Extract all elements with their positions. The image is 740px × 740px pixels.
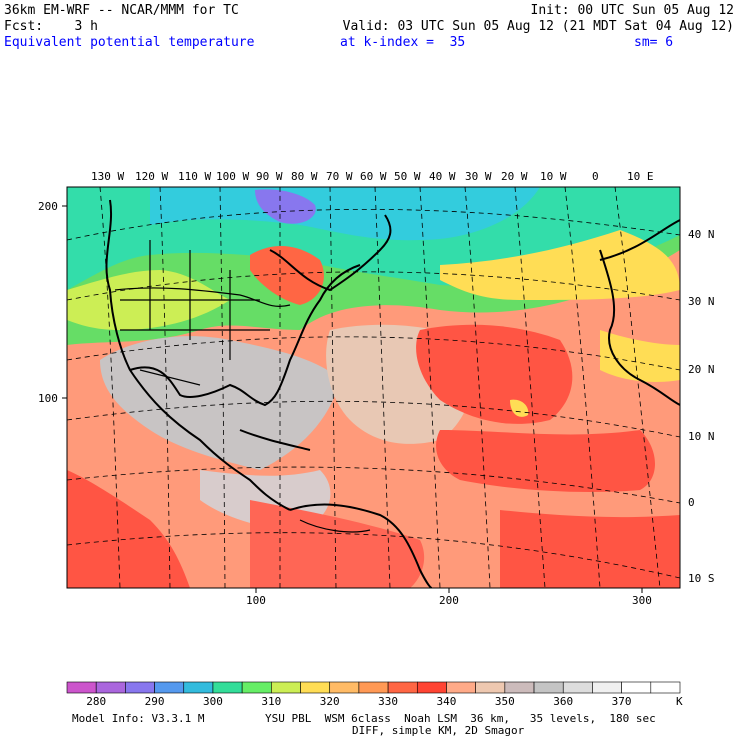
lat-label: 10 S <box>688 572 715 585</box>
colorbar <box>66 681 681 694</box>
smoothing-info: sm= 6 <box>634 35 674 50</box>
lon-label: 120 W <box>135 170 168 183</box>
colorbar-swatch <box>95 681 126 694</box>
model-info: Model Info: V3.3.1 M <box>72 712 205 725</box>
colorbar-swatch <box>592 681 622 694</box>
lon-label: 0 <box>592 170 599 183</box>
map-frame <box>66 186 681 589</box>
lon-label: 10 E <box>627 170 654 183</box>
lon-label: 50 W <box>394 170 421 183</box>
physics-info: YSU PBL WSM 6class Noah LSM 36 km, 35 le… <box>265 712 656 725</box>
theta-e-field <box>67 187 680 588</box>
lon-label: 10 W <box>540 170 567 183</box>
lon-label: 90 W <box>256 170 283 183</box>
latitude-labels: 40 N 30 N 20 N 10 N 0 10 S <box>688 228 715 585</box>
longitude-labels: 130 W 120 W 110 W 100 W 90 W 80 W 70 W 6… <box>91 170 654 183</box>
colorbar-swatch <box>241 681 272 694</box>
colorbar-swatch <box>504 681 535 694</box>
colorbar-tick-label: 280 <box>86 695 107 708</box>
field-name: Equivalent potential temperature <box>4 35 255 50</box>
colorbar-tick-label: 300 <box>203 695 223 708</box>
lon-label: 70 W <box>326 170 353 183</box>
colorbar-tick-label: 330 <box>378 695 399 708</box>
colorbar-swatch <box>154 681 185 694</box>
colorbar-swatch <box>621 681 652 694</box>
grid-x-label: 200 <box>439 594 459 607</box>
level-info: at k-index = 35 <box>340 35 466 50</box>
valid-time: Valid: 03 UTC Sun 05 Aug 12 (21 MDT Sat … <box>342 19 734 34</box>
colorbar-swatch <box>183 681 214 694</box>
colorbar-tick-label: 360 <box>553 695 574 708</box>
init-time: Init: 00 UTC Sun 05 Aug 12 <box>530 3 735 18</box>
colorbar-swatch <box>300 681 331 694</box>
lat-label: 30 N <box>688 295 715 308</box>
colorbar-swatch <box>358 681 389 694</box>
colorbar-swatch <box>416 681 447 694</box>
colorbar-swatch <box>212 681 243 694</box>
lat-label: 10 N <box>688 430 715 443</box>
colorbar-swatch <box>650 681 681 694</box>
model-title: 36km EM-WRF -- NCAR/MMM for TC <box>4 3 239 18</box>
colorbar-swatch <box>446 681 476 694</box>
colorbar-tick-label: 290 <box>144 695 165 708</box>
lon-label: 130 W <box>91 170 124 183</box>
grid-y-label: 200 <box>38 200 58 213</box>
grid-index-labels: 200 100 100 200 300 <box>38 200 652 607</box>
colorbar-tick-label: 350 <box>494 695 515 708</box>
lon-label: 20 W <box>501 170 528 183</box>
colorbar-swatch <box>125 681 155 694</box>
grid-x-label: 100 <box>246 594 266 607</box>
colorbar-swatch <box>475 681 506 694</box>
lat-label: 0 <box>688 496 695 509</box>
lon-label: 60 W <box>360 170 387 183</box>
colorbar-swatch <box>66 681 97 694</box>
lon-label: 110 W <box>178 170 211 183</box>
lat-label: 40 N <box>688 228 715 241</box>
colorbar-swatch <box>562 681 593 694</box>
grid-ticks <box>62 205 643 593</box>
lat-label: 20 N <box>688 363 715 376</box>
colorbar-swatch <box>387 681 418 694</box>
forecast-hour: Fcst: 3 h <box>4 19 98 34</box>
colorbar-tick-label: 370 <box>611 695 632 708</box>
colorbar-swatch <box>533 681 564 694</box>
lon-label: 80 W <box>291 170 318 183</box>
grid-y-label: 100 <box>38 392 58 405</box>
colorbar-tick-label: 340 <box>436 695 457 708</box>
colorbar-tick-label: 320 <box>319 695 340 708</box>
colorbar-swatch <box>329 681 360 694</box>
political-borders <box>114 240 371 533</box>
coastlines <box>105 199 680 588</box>
diffusion-info: DIFF, simple KM, 2D Smagor <box>352 724 525 737</box>
colorbar-tick-label: 310 <box>261 695 282 708</box>
lon-label: 30 W <box>465 170 492 183</box>
colorbar-unit: K <box>676 695 683 708</box>
colorbar-swatch <box>271 681 301 694</box>
lon-label: 100 W <box>216 170 249 183</box>
lon-label: 40 W <box>429 170 456 183</box>
grid-x-label: 300 <box>632 594 652 607</box>
